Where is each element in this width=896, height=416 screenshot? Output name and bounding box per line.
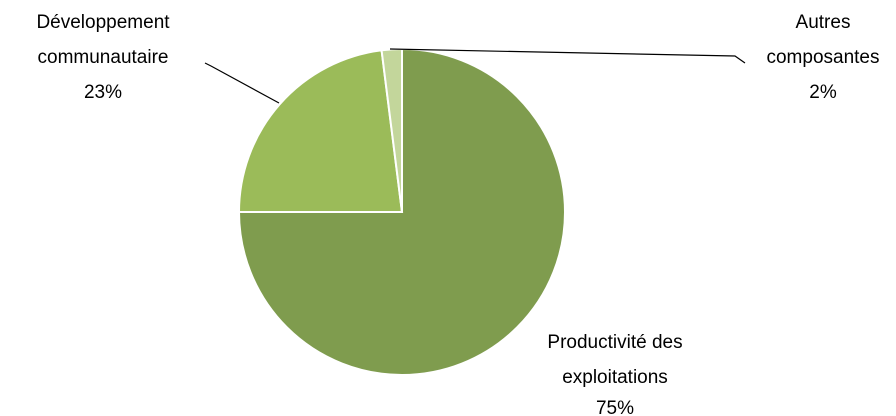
slice-name-label-0-1: exploitations	[562, 367, 668, 388]
slice-name-label-0-0: Productivité des	[547, 332, 682, 353]
pie-slice-1	[237, 49, 404, 213]
pie-slice-0	[237, 47, 566, 376]
leader-line-2	[389, 48, 746, 64]
slice-name-label-2-1: composantes	[766, 47, 879, 68]
leader-line-1	[204, 62, 280, 104]
slice-name-label-2-0: Autres	[796, 12, 851, 33]
slice-value-label-0: 75%	[596, 398, 634, 416]
slice-name-label-1-1: communautaire	[38, 47, 169, 68]
slice-name-label-1-0: Développement	[36, 12, 170, 33]
slice-labels: Productivité des exploitations 75% Développ…	[36, 12, 879, 416]
leader-lines	[204, 48, 746, 104]
slice-value-label-2: 2%	[809, 82, 837, 103]
slice-value-label-1: 23%	[84, 82, 122, 103]
pie-slices	[237, 47, 566, 376]
